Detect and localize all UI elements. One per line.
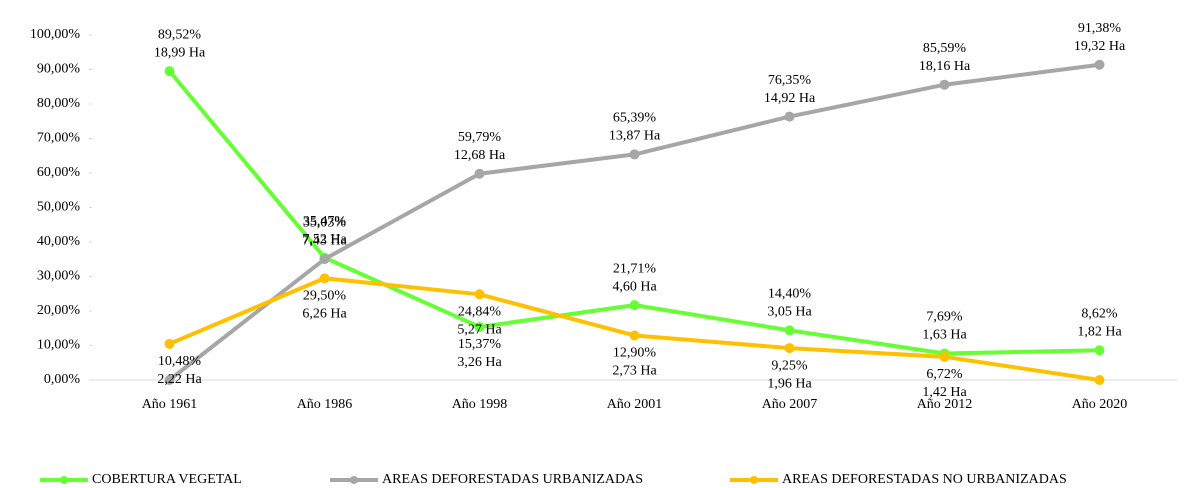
x-tick-label: Año 1998 — [452, 397, 508, 412]
value-label: 8,62% — [1081, 306, 1118, 321]
point — [1095, 345, 1105, 355]
x-tick-label: Año 2001 — [607, 397, 663, 412]
y-tick-label: 90,00% — [37, 62, 81, 77]
point — [630, 149, 640, 159]
y-tick-label: 80,00% — [37, 96, 81, 111]
area-label: 1,96 Ha — [767, 376, 812, 391]
area-label: 18,16 Ha — [919, 59, 971, 74]
area-label: 1,63 Ha — [922, 328, 967, 343]
area-label: 1,42 Ha — [922, 385, 967, 400]
point — [785, 325, 795, 335]
area-label: 4,60 Ha — [612, 279, 657, 294]
value-label: 89,52% — [158, 27, 202, 42]
legend-marker — [350, 476, 358, 484]
value-label: 35,03% — [303, 215, 347, 230]
value-label: 21,71% — [613, 261, 657, 276]
area-label: 19,32 Ha — [1074, 39, 1126, 54]
y-tick-label: 60,00% — [37, 165, 81, 180]
y-tick-label: 0,00% — [44, 372, 81, 387]
point — [1095, 60, 1105, 70]
area-label: 12,68 Ha — [454, 148, 506, 163]
value-label: 10,48% — [158, 354, 202, 369]
area-label: 6,26 Ha — [302, 306, 347, 321]
chart: 0,00% 10,00% 20,00% 30,00% 40,00% 50,00% 60,00… — [0, 0, 1189, 488]
area-label: 1,82 Ha — [1077, 324, 1122, 339]
legend-marker — [60, 476, 68, 484]
point — [785, 112, 795, 122]
legend-marker — [750, 476, 758, 484]
legend-label: AREAS DEFORESTADAS NO URBANIZADAS — [782, 472, 1067, 487]
value-label: 65,39% — [613, 111, 657, 126]
area-label: 5,27 Ha — [457, 323, 502, 338]
point — [630, 300, 640, 310]
area-label: 2,22 Ha — [157, 372, 202, 387]
legend-label: COBERTURA VEGETAL — [92, 472, 242, 487]
value-label: 91,38% — [1078, 21, 1122, 36]
y-tick-label: 50,00% — [37, 200, 81, 215]
point — [785, 343, 795, 353]
area-label: 13,87 Ha — [609, 129, 661, 144]
point — [475, 289, 485, 299]
value-label: 9,25% — [771, 358, 808, 373]
value-label: 15,37% — [458, 337, 502, 352]
area-label: 18,99 Ha — [154, 45, 206, 60]
area-label: 2,73 Ha — [612, 364, 657, 379]
area-label: 14,92 Ha — [764, 91, 816, 106]
point — [320, 254, 330, 264]
point — [320, 273, 330, 283]
legend-label: AREAS DEFORESTADAS URBANIZADAS — [382, 472, 643, 487]
area-label: 3,26 Ha — [457, 355, 502, 370]
x-tick-label: Año 2020 — [1072, 397, 1128, 412]
area-label: 7,43 Ha — [302, 233, 347, 248]
y-tick-label: 40,00% — [37, 234, 81, 249]
point — [475, 169, 485, 179]
x-tick-label: Año 1961 — [142, 397, 198, 412]
y-tick-label: 70,00% — [37, 131, 81, 146]
value-label: 7,69% — [926, 310, 963, 325]
value-label: 12,90% — [613, 346, 657, 361]
point — [1095, 375, 1105, 385]
value-label: 76,35% — [768, 73, 812, 88]
x-tick-label: Año 2007 — [762, 397, 818, 412]
value-label: 6,72% — [926, 367, 963, 382]
value-label: 14,40% — [768, 287, 812, 302]
point — [165, 339, 175, 349]
y-tick-label: 10,00% — [37, 338, 81, 353]
value-label: 29,50% — [303, 288, 347, 303]
point — [940, 352, 950, 362]
x-tick-label: Año 1986 — [297, 397, 353, 412]
y-tick-label: 20,00% — [37, 303, 81, 318]
area-label: 3,05 Ha — [767, 305, 812, 320]
value-label: 24,84% — [458, 305, 502, 320]
value-label: 59,79% — [458, 130, 502, 145]
y-tick-label: 100,00% — [30, 27, 81, 42]
point — [630, 330, 640, 340]
y-tick-label: 30,00% — [37, 269, 81, 284]
point — [940, 80, 950, 90]
point — [165, 66, 175, 76]
value-label: 85,59% — [923, 41, 967, 56]
